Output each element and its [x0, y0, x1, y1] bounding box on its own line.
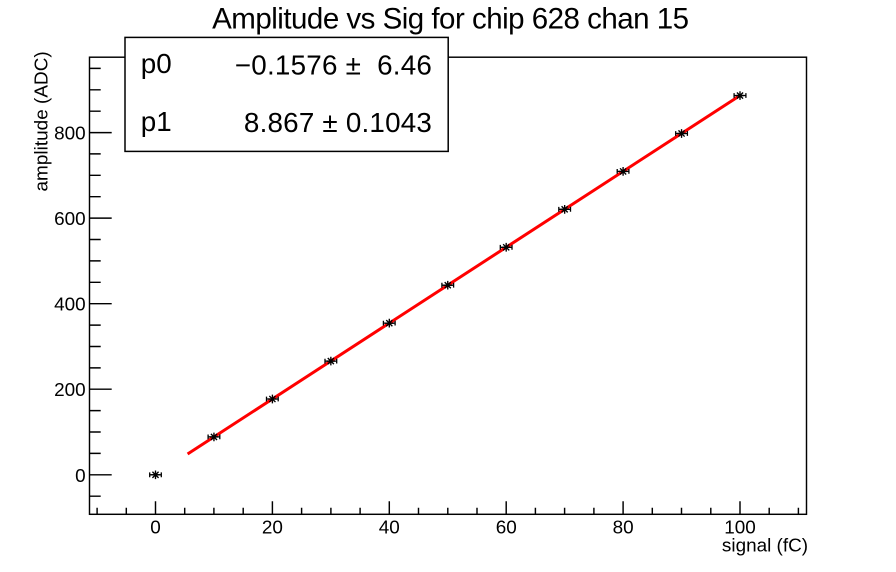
svg-text:80: 80: [613, 517, 634, 538]
svg-text:8.867 ± 0.1043: 8.867 ± 0.1043: [244, 107, 432, 138]
svg-text:40: 40: [379, 517, 400, 538]
svg-text:600: 600: [54, 209, 86, 230]
svg-text:Amplitude vs Sig for chip 628: Amplitude vs Sig for chip 628 chan 15: [212, 2, 689, 35]
svg-text:signal (fC): signal (fC): [722, 536, 808, 557]
svg-text:amplitude (ADC): amplitude (ADC): [32, 51, 53, 191]
svg-text:200: 200: [54, 380, 86, 401]
svg-text:100: 100: [724, 517, 756, 538]
svg-text:60: 60: [496, 517, 517, 538]
svg-text:p0: p0: [141, 48, 172, 79]
svg-text:0: 0: [150, 517, 161, 538]
svg-text:p1: p1: [141, 106, 172, 137]
svg-text:20: 20: [262, 517, 283, 538]
svg-text:800: 800: [54, 124, 86, 145]
svg-text:−0.1576 ± 6.46: −0.1576 ± 6.46: [235, 50, 432, 81]
svg-text:0: 0: [75, 466, 86, 487]
svg-text:400: 400: [54, 295, 86, 316]
